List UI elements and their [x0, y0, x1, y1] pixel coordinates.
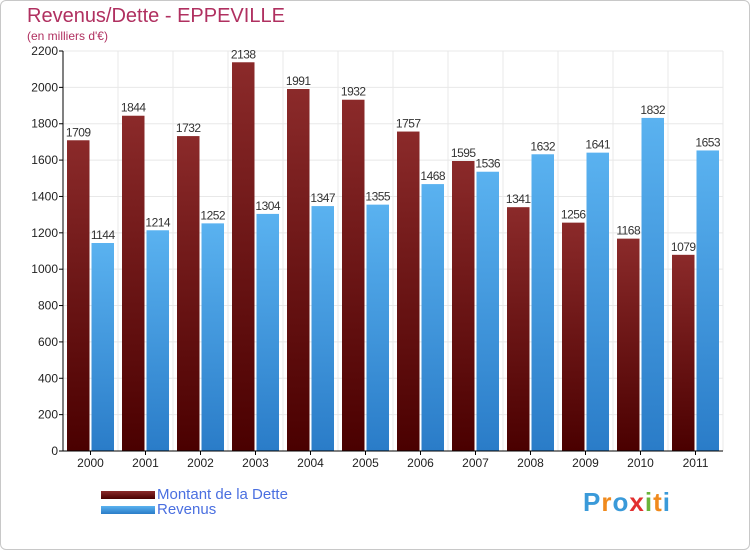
grid-lines: [62, 50, 724, 452]
bar-debt: [617, 238, 640, 451]
data-label-debt: 1341: [506, 192, 532, 206]
data-label-revenue: 1632: [530, 139, 556, 153]
bar-debt: [672, 254, 695, 451]
x-tick-label: 2007: [462, 456, 489, 470]
data-label-debt: 1932: [341, 85, 367, 99]
bar-revenue: [641, 117, 664, 451]
x-tick-label: 2005: [352, 456, 379, 470]
x-tick-label: 2010: [627, 456, 654, 470]
axes: 0 200 400 600 800 1000 1200 1400 1600 1800 2000 220…: [31, 44, 723, 470]
logo-letter: i: [644, 487, 654, 517]
x-tick-label: 2008: [517, 456, 544, 470]
y-tick-label: 0: [51, 444, 58, 458]
legend-swatch-debt: [101, 490, 155, 499]
y-tick-label: 1800: [31, 117, 58, 131]
data-label-revenue: 1653: [695, 135, 721, 149]
bar-revenue: [311, 206, 334, 451]
y-tick-label: 800: [38, 299, 58, 313]
y-tick-label: 400: [38, 371, 58, 385]
bar-debt: [232, 62, 255, 451]
data-label-debt: 2138: [231, 47, 257, 61]
bar-debt: [177, 136, 200, 451]
bar-revenue: [696, 150, 719, 452]
bar-revenue: [421, 184, 444, 451]
data-label-revenue: 1347: [310, 191, 336, 205]
y-tick-label: 200: [38, 408, 58, 422]
data-label-revenue: 1252: [200, 208, 226, 222]
x-tick-label: 2009: [572, 456, 599, 470]
proxiti-logo: Proxiti: [583, 487, 671, 518]
data-label-debt: 1168: [616, 224, 641, 238]
x-tick-label: 2004: [297, 456, 324, 470]
bar-debt: [562, 222, 585, 451]
bars: [67, 62, 719, 452]
data-label-debt: 1732: [176, 121, 202, 135]
y-tick-label: 1400: [31, 189, 58, 203]
bar-revenue: [91, 243, 114, 451]
bar-debt: [122, 115, 145, 452]
data-label-revenue: 1144: [91, 228, 116, 242]
x-tick-label: 2001: [132, 456, 159, 470]
bar-debt: [342, 99, 365, 452]
bar-revenue: [201, 223, 224, 451]
legend-label-revenue: Revenus: [157, 501, 217, 518]
data-label-revenue: 1641: [585, 138, 611, 152]
logo-letter: i: [662, 487, 671, 517]
data-label-revenue: 1214: [145, 215, 171, 229]
bar-revenue: [586, 152, 609, 452]
bar-revenue: [146, 230, 169, 451]
bar-revenue: [531, 154, 554, 452]
data-label-debt: 1757: [396, 117, 422, 131]
data-label-debt: 1844: [121, 101, 147, 115]
data-label-revenue: 1536: [475, 157, 501, 171]
logo-letter: P: [583, 487, 602, 517]
y-tick-label: 1200: [31, 226, 58, 240]
y-tick-label: 1600: [31, 153, 58, 167]
data-label-debt: 1595: [451, 146, 477, 160]
bar-debt: [452, 161, 475, 451]
chart-title: Revenus/Dette - EPPEVILLE: [27, 5, 285, 27]
y-tick-label: 2200: [31, 44, 58, 58]
x-tick-label: 2011: [683, 456, 709, 470]
x-tick-label: 2000: [77, 456, 104, 470]
bar-revenue: [476, 171, 499, 451]
data-label-debt: 1256: [561, 208, 587, 222]
y-tick-label: 2000: [31, 80, 58, 94]
data-label-revenue: 1355: [365, 190, 391, 204]
logo-letter: o: [612, 487, 630, 517]
chart-subtitle: (en milliers d'€): [27, 29, 108, 43]
y-tick-label: 600: [38, 335, 58, 349]
y-tick-label: 1000: [31, 262, 58, 276]
data-label-revenue: 1304: [255, 199, 281, 213]
data-label-debt: 1079: [671, 240, 697, 254]
x-tick-label: 2002: [187, 456, 214, 470]
data-label-debt: 1991: [286, 74, 312, 88]
data-label-revenue: 1832: [640, 103, 666, 117]
data-label-revenue: 1468: [420, 169, 446, 183]
logo-letter: x: [629, 487, 645, 517]
bar-debt: [287, 89, 310, 451]
logo-letter: t: [653, 487, 663, 517]
legend-item-debt: Montant de la Dette: [101, 486, 288, 503]
bar-debt: [397, 131, 420, 451]
logo-letter: r: [601, 487, 613, 517]
legend-label-debt: Montant de la Dette: [157, 486, 288, 503]
bar-debt: [67, 140, 90, 452]
x-tick-label: 2003: [242, 456, 269, 470]
legend-item-revenue: Revenus: [101, 501, 288, 518]
legend: Montant de la Dette Revenus: [101, 486, 288, 518]
bar-debt: [507, 207, 530, 451]
x-tick-label: 2006: [407, 456, 434, 470]
data-label-debt: 1709: [66, 125, 92, 139]
legend-swatch-revenue: [101, 505, 155, 514]
bar-revenue: [366, 204, 389, 451]
bar-revenue: [256, 213, 279, 451]
data-labels: 1709 1144 1844 1214 1732 1252 2138 1304 1991 1347…: [66, 47, 722, 254]
